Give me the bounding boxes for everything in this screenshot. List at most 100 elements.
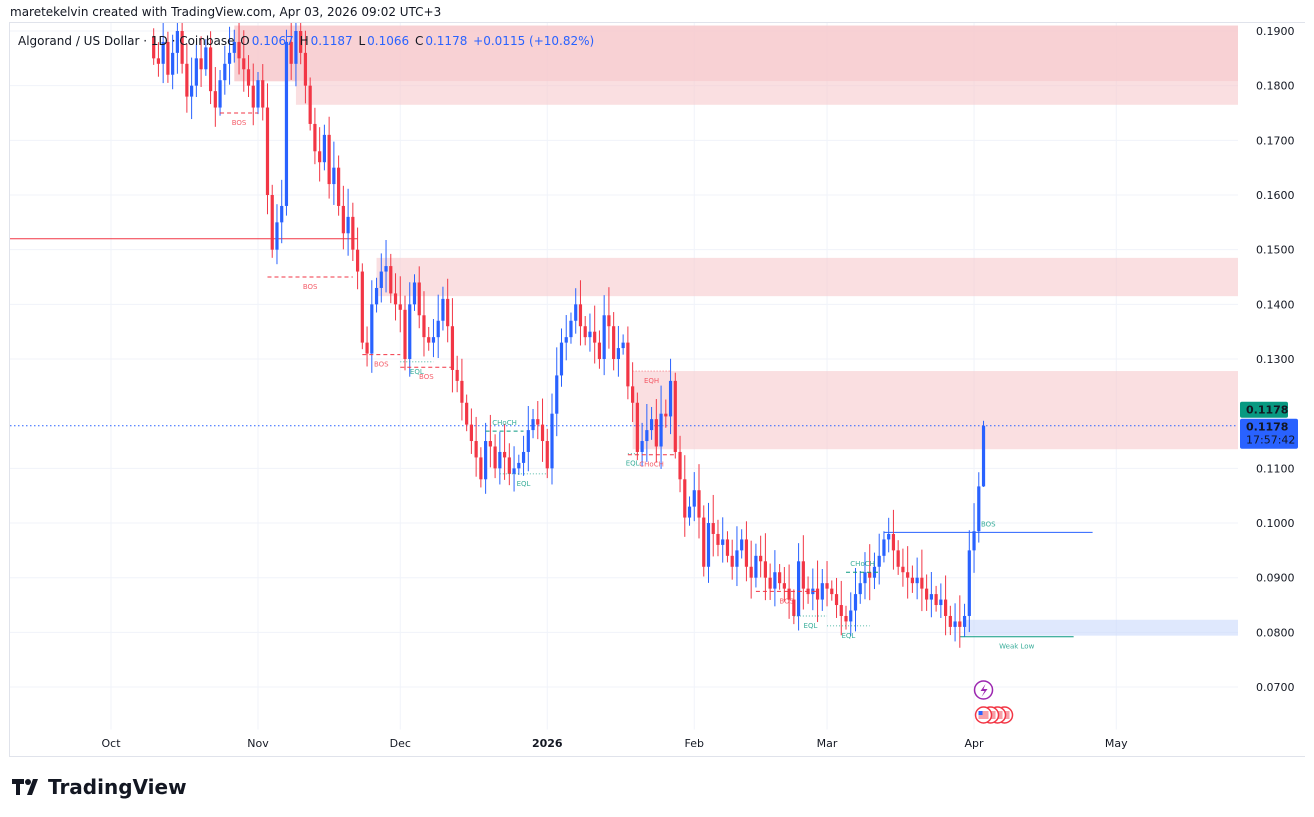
candle (687, 496, 692, 526)
candle-body (640, 441, 644, 452)
candle (925, 574, 929, 611)
candle (664, 399, 668, 428)
candle (389, 253, 393, 304)
candle (227, 26, 232, 85)
candle-body (972, 531, 976, 551)
candle (280, 179, 284, 244)
countdown-text: 17:57:42 (1246, 434, 1295, 447)
price-tick-label: 0.1700 (1256, 134, 1295, 147)
zones (234, 25, 1239, 636)
candle (398, 276, 402, 333)
candle (199, 36, 203, 87)
candle-body (294, 31, 298, 64)
candle-body (612, 326, 616, 360)
candle (161, 23, 165, 84)
candle-body (687, 506, 692, 518)
candle (616, 325, 620, 377)
candle-body (540, 424, 545, 442)
candle-body (199, 58, 203, 70)
zone-blue (964, 619, 1238, 636)
candle-body (450, 326, 455, 370)
price-tick-label: 0.1400 (1256, 298, 1295, 311)
high-label: H (299, 34, 309, 48)
candle-body (787, 588, 791, 600)
annotation-label-bos: BOS (303, 283, 318, 291)
candle (612, 312, 616, 371)
price-tick-label: 0.0900 (1256, 572, 1295, 585)
candle-body (327, 134, 331, 185)
candle-body (412, 282, 417, 305)
candle (896, 540, 900, 575)
open-value: 0.1067 (251, 34, 294, 48)
candle (792, 589, 796, 625)
candle-body (303, 52, 308, 86)
zone-red (295, 81, 1238, 105)
candle-body (740, 539, 744, 551)
candle (355, 227, 360, 290)
candle (408, 282, 412, 377)
candle (906, 546, 910, 599)
annotation-label-choch: CHoCH (492, 419, 517, 427)
time-tick-label: Mar (817, 737, 838, 750)
candle-body (355, 249, 360, 272)
candle-body (289, 41, 293, 64)
candle-body (834, 594, 839, 606)
candle (507, 443, 511, 486)
candle (308, 77, 312, 131)
candle (607, 287, 611, 349)
candle-body (697, 490, 701, 518)
candle (635, 392, 639, 461)
candle-body (284, 41, 289, 206)
candle (721, 517, 725, 563)
close-value: 0.1178 (425, 34, 468, 48)
candle-body (531, 419, 535, 431)
candle (853, 568, 858, 632)
annotation-label-bos: BOS (419, 373, 434, 381)
candle-body (308, 85, 312, 124)
annotation-label-bos: BOS (779, 597, 794, 605)
change-value: +0.0115 (+10.82%) (473, 34, 595, 48)
candle-body (721, 539, 725, 545)
candle-body (858, 583, 862, 595)
candle (237, 23, 241, 75)
price-tick-label: 0.1100 (1256, 462, 1295, 475)
candle-body (616, 348, 620, 360)
price-tick-label: 0.1000 (1256, 517, 1295, 530)
candle (422, 291, 426, 357)
footer-brand[interactable]: TradingView (12, 775, 187, 799)
candle-body (778, 572, 782, 584)
candle (502, 423, 507, 480)
candle (915, 557, 919, 600)
low-label: L (358, 34, 366, 48)
candle-body (882, 539, 886, 556)
candle-body (403, 309, 407, 360)
annotation-label-eql: EQL (841, 632, 855, 640)
candle (469, 408, 473, 454)
candle-body (626, 342, 630, 387)
candle-body (868, 572, 872, 578)
candle-body (431, 337, 436, 343)
candle-body (422, 315, 426, 338)
candle (834, 577, 839, 618)
candle (939, 583, 943, 618)
price-tick-label: 0.1600 (1256, 189, 1295, 202)
candle (512, 446, 516, 492)
price-tick-label: 0.0800 (1256, 626, 1295, 639)
candle-body (223, 63, 227, 81)
candle-body (839, 605, 843, 616)
candle-body (863, 572, 867, 584)
candle (341, 185, 345, 250)
candle-body (815, 588, 820, 600)
candle (531, 408, 535, 439)
candle (782, 567, 786, 602)
candle (801, 535, 805, 610)
candle-body (275, 222, 279, 250)
candle (678, 435, 682, 493)
candle (417, 266, 421, 329)
candle-body (853, 594, 858, 611)
candle (180, 23, 184, 74)
candle (972, 503, 976, 573)
candle-body (820, 583, 824, 600)
candle-body (194, 58, 198, 86)
